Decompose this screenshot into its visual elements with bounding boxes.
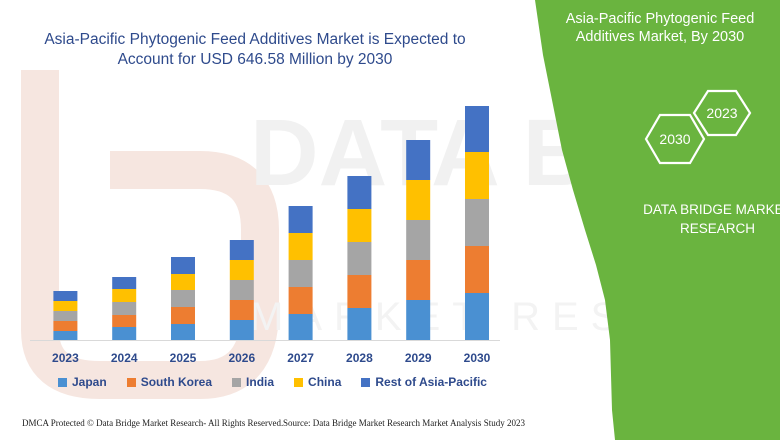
- bar-2029-india: [406, 220, 431, 260]
- bar-2028-japan: [347, 308, 372, 340]
- bar-2027-south-korea: [288, 287, 313, 314]
- bar-2027-rest-of-asia-pacific: [288, 206, 313, 233]
- stacked-bar-chart: 2023 2024 2025 2026 2027 2028 2029 2030: [30, 106, 500, 365]
- bar-2027-india: [288, 260, 313, 287]
- bar-2028-india: [347, 242, 372, 275]
- bar-2024-india: [112, 302, 137, 315]
- x-tick-label: 2028: [346, 351, 373, 365]
- bar-2030-japan: [465, 293, 489, 340]
- legend-swatch: [294, 377, 304, 387]
- x-tick-label: 2029: [405, 351, 432, 365]
- bar-2024-japan: [112, 327, 137, 340]
- bar-2026-japan: [229, 320, 254, 340]
- bar-2023-china: [53, 301, 78, 311]
- legend-item: India: [232, 375, 274, 389]
- bar-2023-rest-of-asia-pacific: [53, 291, 78, 301]
- bar-2026-rest-of-asia-pacific: [229, 240, 254, 260]
- x-tick-label: 2023: [52, 351, 79, 365]
- hexagon-2023: [692, 89, 752, 137]
- bar-2029-china: [406, 180, 431, 220]
- bar-2029-japan: [406, 300, 431, 340]
- legend-item: China: [294, 375, 341, 389]
- chart-title: Asia-Pacific Phytogenic Feed Additives M…: [44, 31, 466, 68]
- legend-swatch: [126, 377, 136, 387]
- legend-label: China: [308, 375, 342, 389]
- bar-2025-china: [171, 274, 195, 290]
- bar-2030-india: [465, 199, 489, 246]
- bar-2026-china: [229, 260, 254, 280]
- chart-legend: Japan South Korea India China Rest of Asia-P…: [58, 375, 507, 389]
- legend-label: South Korea: [140, 375, 213, 389]
- legend-swatch: [58, 377, 67, 387]
- bar-2030-south-korea: [465, 246, 489, 293]
- bar-2025-rest-of-asia-pacific: [171, 257, 195, 274]
- legend-label: India: [246, 375, 275, 389]
- source-note: Source: Data Bridge Market Research Mark…: [283, 418, 525, 428]
- bar-2028-rest-of-asia-pacific: [347, 176, 372, 209]
- bar-2024-rest-of-asia-pacific: [112, 277, 137, 289]
- bar-2030-china: [465, 152, 489, 199]
- bar-2028-south-korea: [347, 275, 372, 308]
- x-tick-label: 2025: [170, 351, 197, 365]
- bar-2025-south-korea: [171, 307, 195, 324]
- x-tick-label: 2027: [287, 351, 314, 365]
- x-tick-label: 2030: [464, 351, 491, 365]
- bar-2026-india: [229, 280, 254, 300]
- legend-item: Japan: [58, 375, 107, 389]
- legend-label: Japan: [72, 375, 107, 389]
- legend-item: South Korea: [126, 375, 213, 389]
- bar-2030-rest-of-asia-pacific: [465, 106, 489, 152]
- bar-2029-south-korea: [406, 260, 431, 300]
- legend-swatch: [232, 377, 242, 387]
- bar-2023-south-korea: [53, 321, 78, 331]
- bar-2024-south-korea: [112, 315, 137, 327]
- bar-2027-japan: [288, 314, 313, 340]
- legend-item: Rest of Asia-Pacific: [361, 375, 487, 389]
- hexagon-2023-label: 2023: [706, 105, 737, 121]
- bar-2026-south-korea: [229, 300, 254, 320]
- bar-2025-india: [171, 290, 195, 307]
- x-tick-label: 2026: [228, 351, 255, 365]
- legend-label: Rest of Asia-Pacific: [375, 375, 487, 389]
- hexagon-2030-label: 2030: [659, 131, 690, 147]
- hexagon-2030: [644, 113, 706, 165]
- bar-2025-japan: [171, 324, 195, 340]
- x-tick-label: 2024: [111, 351, 138, 365]
- bar-2023-japan: [53, 331, 78, 340]
- bar-2028-china: [347, 209, 372, 242]
- bar-2024-china: [112, 289, 137, 302]
- bar-2029-rest-of-asia-pacific: [406, 140, 431, 180]
- panel-title: Asia-Pacific Phytogenic Feed Additives M…: [565, 11, 755, 45]
- bar-2027-china: [288, 233, 313, 260]
- bar-2023-india: [53, 311, 78, 321]
- copyright-notice: DMCA Protected © Data Bridge Market Rese…: [22, 418, 284, 428]
- legend-swatch: [361, 377, 371, 387]
